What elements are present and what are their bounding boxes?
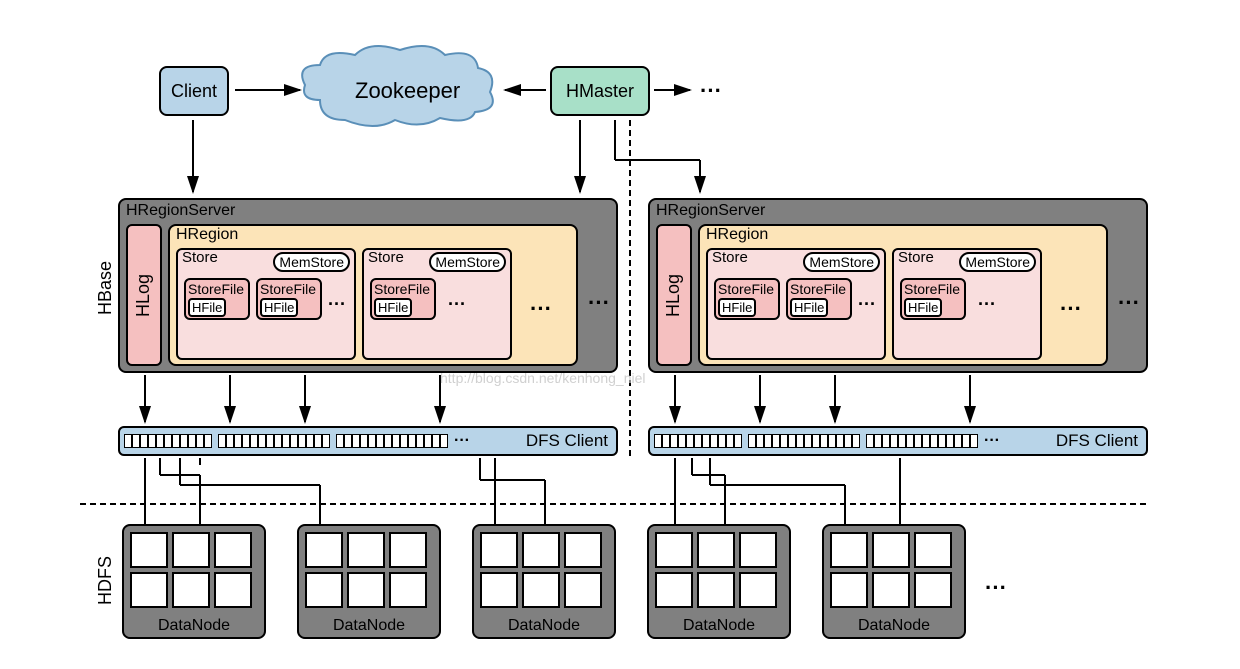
store-title: Store — [182, 249, 218, 266]
storefile-1: StoreFile HFile — [184, 278, 250, 320]
datanode-4: DataNode — [647, 524, 791, 639]
store-ellipsis: ··· — [328, 294, 346, 315]
store-title: Store — [712, 249, 748, 266]
zookeeper-label: Zookeeper — [355, 78, 460, 104]
datanode-label: DataNode — [474, 617, 614, 635]
hbase-section-label: HBase — [95, 261, 116, 315]
tick-group — [124, 434, 212, 448]
client-box: Client — [159, 66, 229, 116]
datanode-label: DataNode — [299, 617, 439, 635]
hregion-1: HRegion Store MemStore StoreFile HFile S… — [168, 224, 578, 366]
storefile: StoreFile HFile — [714, 278, 780, 320]
datanode-3: DataNode — [472, 524, 616, 639]
hlog-label: HLog — [134, 273, 155, 316]
hlog-1: HLog — [126, 224, 162, 366]
datanode-2: DataNode — [297, 524, 441, 639]
datanode-label: DataNode — [124, 617, 264, 635]
store-2a: Store MemStore StoreFile HFile StoreFile… — [706, 248, 886, 360]
hmaster-label: HMaster — [566, 81, 634, 102]
datanode-1: DataNode — [122, 524, 266, 639]
hregion-title: HRegion — [706, 226, 768, 244]
datanode-ellipsis: ··· — [985, 575, 1007, 601]
store-ellipsis: ··· — [448, 294, 466, 315]
memstore: MemStore — [959, 252, 1036, 272]
hfile: HFile — [260, 298, 298, 317]
client-label: Client — [171, 81, 217, 102]
dfs-client-1: ··· DFS Client — [118, 426, 618, 456]
dfs-client-2: ··· DFS Client — [648, 426, 1148, 456]
hfile: HFile — [718, 298, 756, 317]
hregion-2: HRegion Store MemStore StoreFile HFile S… — [698, 224, 1108, 366]
hfile: HFile — [374, 298, 412, 317]
datanode-label: DataNode — [649, 617, 789, 635]
tick-group — [748, 434, 860, 448]
hregion-server-1: HRegionServer HLog HRegion Store MemStor… — [118, 198, 618, 373]
hlog-2: HLog — [656, 224, 692, 366]
top-ellipsis: ··· — [700, 78, 722, 104]
hfile: HFile — [904, 298, 942, 317]
hregion-server-2: HRegionServer HLog HRegion Store MemStor… — [648, 198, 1148, 373]
tick-group — [336, 434, 448, 448]
hdfs-section-label: HDFS — [95, 556, 116, 605]
hrs-title: HRegionServer — [126, 202, 235, 220]
dfs-client-label: DFS Client — [526, 431, 608, 451]
dfs-ellipsis: ··· — [984, 432, 1000, 450]
dfs-client-label: DFS Client — [1056, 431, 1138, 451]
memstore: MemStore — [429, 252, 506, 272]
store-2b: Store MemStore StoreFile HFile ··· — [892, 248, 1042, 360]
hregion-ellipsis: ··· — [530, 296, 552, 322]
hfile: HFile — [188, 298, 226, 317]
store-ellipsis: ··· — [978, 294, 996, 315]
memstore: MemStore — [273, 252, 350, 272]
tick-group — [654, 434, 742, 448]
hregion-ellipsis: ··· — [1060, 296, 1082, 322]
storefile-3: StoreFile HFile — [370, 278, 436, 320]
tick-group — [218, 434, 330, 448]
store-title: Store — [898, 249, 934, 266]
store-title: Store — [368, 249, 404, 266]
hmaster-box: HMaster — [550, 66, 650, 116]
store-1b: Store MemStore StoreFile HFile ··· — [362, 248, 512, 360]
hfile: HFile — [790, 298, 828, 317]
memstore: MemStore — [803, 252, 880, 272]
hrs-ellipsis: ··· — [588, 290, 610, 316]
hrs-title: HRegionServer — [656, 202, 765, 220]
tick-group — [866, 434, 978, 448]
store-ellipsis: ··· — [858, 294, 876, 315]
store-1a: Store MemStore StoreFile HFile StoreFile… — [176, 248, 356, 360]
storefile: StoreFile HFile — [900, 278, 966, 320]
datanode-5: DataNode — [822, 524, 966, 639]
hlog-label: HLog — [664, 273, 685, 316]
hregion-title: HRegion — [176, 226, 238, 244]
hrs-ellipsis: ··· — [1118, 290, 1140, 316]
storefile-2: StoreFile HFile — [256, 278, 322, 320]
watermark: http://blog.csdn.net/kenhong_niel — [440, 370, 646, 386]
datanode-label: DataNode — [824, 617, 964, 635]
dfs-ellipsis: ··· — [454, 432, 470, 450]
storefile: StoreFile HFile — [786, 278, 852, 320]
